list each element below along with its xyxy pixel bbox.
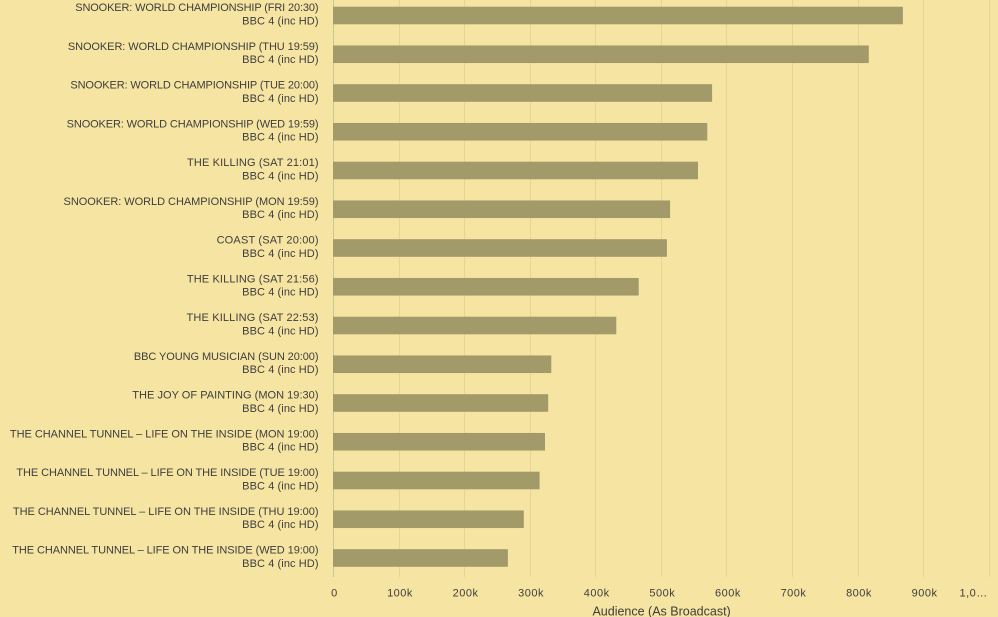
svg-text:SNOOKER: WORLD CHAMPIONSHIP (T: SNOOKER: WORLD CHAMPIONSHIP (THU 19:59) xyxy=(68,41,319,53)
svg-text:100k: 100k xyxy=(387,587,413,599)
svg-text:BBC 4 (inc HD): BBC 4 (inc HD) xyxy=(242,132,318,144)
svg-text:BBC 4 (inc HD): BBC 4 (inc HD) xyxy=(242,93,318,105)
svg-text:BBC 4 (inc HD): BBC 4 (inc HD) xyxy=(242,209,318,221)
svg-text:1,0…: 1,0… xyxy=(960,587,988,599)
svg-text:SNOOKER: WORLD CHAMPIONSHIP (W: SNOOKER: WORLD CHAMPIONSHIP (WED 19:59) xyxy=(67,118,319,130)
svg-text:THE CHANNEL TUNNEL – LIFE ON T: THE CHANNEL TUNNEL – LIFE ON THE INSIDE … xyxy=(13,506,319,518)
svg-text:THE CHANNEL TUNNEL – LIFE ON T: THE CHANNEL TUNNEL – LIFE ON THE INSIDE … xyxy=(12,545,318,557)
svg-text:BBC 4 (inc HD): BBC 4 (inc HD) xyxy=(242,54,318,66)
svg-text:BBC 4 (inc HD): BBC 4 (inc HD) xyxy=(242,287,318,299)
svg-text:200k: 200k xyxy=(453,587,479,599)
svg-text:BBC 4 (inc HD): BBC 4 (inc HD) xyxy=(242,170,318,182)
svg-text:600k: 600k xyxy=(715,587,741,599)
svg-text:BBC 4 (inc HD): BBC 4 (inc HD) xyxy=(242,480,318,492)
svg-text:THE CHANNEL TUNNEL – LIFE ON T: THE CHANNEL TUNNEL – LIFE ON THE INSIDE … xyxy=(10,428,319,440)
svg-text:400k: 400k xyxy=(584,587,610,599)
svg-text:700k: 700k xyxy=(781,587,807,599)
svg-text:800k: 800k xyxy=(846,587,872,599)
svg-text:900k: 900k xyxy=(912,587,938,599)
svg-text:BBC 4 (inc HD): BBC 4 (inc HD) xyxy=(242,442,318,454)
svg-text:SNOOKER: WORLD CHAMPIONSHIP (T: SNOOKER: WORLD CHAMPIONSHIP (TUE 20:00) xyxy=(70,80,318,92)
svg-text:BBC 4 (inc HD): BBC 4 (inc HD) xyxy=(242,519,318,531)
svg-text:BBC 4 (inc HD): BBC 4 (inc HD) xyxy=(242,325,318,337)
svg-text:0: 0 xyxy=(331,587,338,599)
svg-text:BBC 4 (inc HD): BBC 4 (inc HD) xyxy=(242,403,318,415)
svg-text:BBC 4 (inc HD): BBC 4 (inc HD) xyxy=(242,248,318,260)
svg-text:SNOOKER: WORLD CHAMPIONSHIP (M: SNOOKER: WORLD CHAMPIONSHIP (MON 19:59) xyxy=(64,196,319,208)
svg-text:300k: 300k xyxy=(518,587,544,599)
svg-text:THE KILLING (SAT 21:56): THE KILLING (SAT 21:56) xyxy=(187,273,319,285)
svg-text:THE KILLING (SAT 22:53): THE KILLING (SAT 22:53) xyxy=(187,312,319,324)
svg-text:BBC YOUNG MUSICIAN (SUN 20:00): BBC YOUNG MUSICIAN (SUN 20:00) xyxy=(134,351,319,363)
svg-text:BBC 4 (inc HD): BBC 4 (inc HD) xyxy=(242,364,318,376)
svg-text:BBC 4 (inc HD): BBC 4 (inc HD) xyxy=(242,558,318,570)
svg-text:BBC 4 (inc HD): BBC 4 (inc HD) xyxy=(242,15,318,27)
svg-text:500k: 500k xyxy=(649,587,675,599)
svg-text:THE JOY OF PAINTING (MON 19:30: THE JOY OF PAINTING (MON 19:30) xyxy=(132,390,318,402)
svg-text:COAST (SAT 20:00): COAST (SAT 20:00) xyxy=(217,235,319,247)
svg-text:SNOOKER: WORLD CHAMPIONSHIP (F: SNOOKER: WORLD CHAMPIONSHIP (FRI 20:30) xyxy=(75,2,318,14)
svg-text:THE KILLING (SAT 21:01): THE KILLING (SAT 21:01) xyxy=(187,157,319,169)
svg-text:Audience (As Broadcast): Audience (As Broadcast) xyxy=(592,605,730,617)
svg-text:THE CHANNEL TUNNEL – LIFE ON T: THE CHANNEL TUNNEL – LIFE ON THE INSIDE … xyxy=(16,467,318,479)
